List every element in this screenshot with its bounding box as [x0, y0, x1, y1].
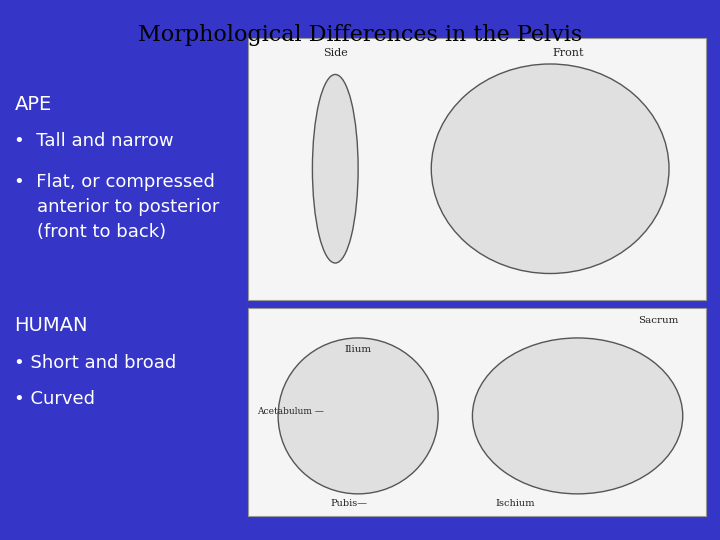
Text: •  Tall and narrow: • Tall and narrow [14, 132, 174, 150]
Text: Side: Side [323, 48, 348, 58]
Text: Front: Front [553, 48, 584, 58]
Text: Sacrum: Sacrum [638, 316, 678, 325]
FancyBboxPatch shape [248, 38, 706, 300]
Text: HUMAN: HUMAN [14, 316, 88, 335]
Text: Acetabulum —: Acetabulum — [258, 407, 325, 416]
Text: • Curved: • Curved [14, 390, 95, 408]
Text: Ilium: Ilium [344, 345, 372, 354]
Ellipse shape [312, 75, 358, 263]
Text: • Short and broad: • Short and broad [14, 354, 176, 372]
Text: •  Flat, or compressed
    anterior to posterior
    (front to back): • Flat, or compressed anterior to poster… [14, 173, 220, 241]
Text: Ischium: Ischium [495, 499, 535, 508]
Ellipse shape [472, 338, 683, 494]
Text: APE: APE [14, 94, 52, 113]
FancyBboxPatch shape [248, 308, 706, 516]
Ellipse shape [431, 64, 669, 273]
Text: Morphological Differences in the Pelvis: Morphological Differences in the Pelvis [138, 24, 582, 46]
Text: Pubis—: Pubis— [330, 499, 368, 508]
Ellipse shape [278, 338, 438, 494]
